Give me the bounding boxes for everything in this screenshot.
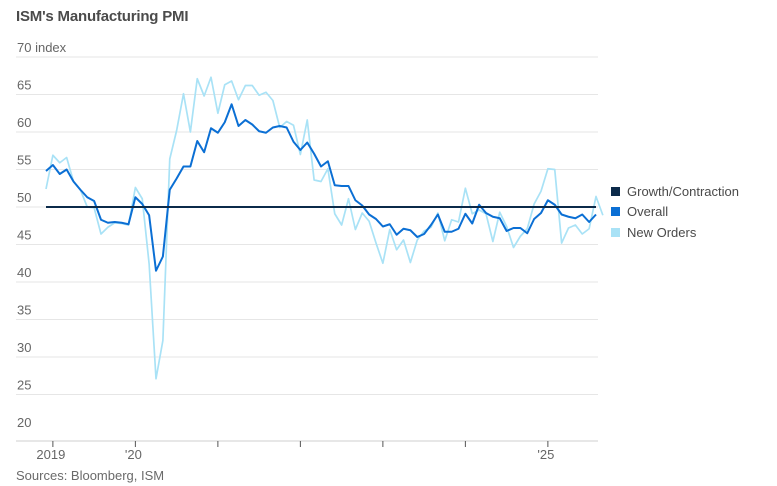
y-tick-label: 20: [17, 415, 31, 430]
x-tick-label: '25: [537, 447, 554, 462]
y-tick-label: 35: [17, 303, 31, 318]
y-tick-label: 25: [17, 378, 31, 393]
x-tick-label: 2019: [36, 447, 65, 462]
y-tick-label: 65: [17, 78, 31, 93]
legend-label-growth-contraction: Growth/Contraction: [627, 183, 739, 199]
legend-item-growth-contraction: Growth/Contraction: [611, 181, 739, 202]
legend-label-overall: Overall: [627, 204, 669, 220]
y-tick-label: 40: [17, 265, 31, 280]
y-tick-label: 50: [17, 190, 31, 205]
legend: Growth/Contraction Overall New Orders: [611, 181, 739, 243]
y-tick-label: 55: [17, 153, 31, 168]
legend-label-new-orders: New Orders: [627, 224, 697, 240]
legend-swatch-overall: [611, 207, 620, 217]
x-tick-label: '20: [125, 447, 142, 462]
legend-item-new-orders: New Orders: [611, 222, 739, 243]
series-line-overall: [45, 103, 597, 272]
y-tick-label: 30: [17, 340, 31, 355]
series-lines: [45, 76, 604, 380]
source-note: Sources: Bloomberg, ISM: [16, 468, 165, 483]
series-line-new-orders: [45, 76, 604, 380]
legend-item-overall: Overall: [611, 202, 739, 223]
chart-title: ISM's Manufacturing PMI: [16, 8, 189, 25]
y-tick-label: 70 index: [17, 40, 67, 55]
legend-swatch-growth-contraction: [611, 186, 620, 196]
x-axis-ticks: 2019 '20 '25: [36, 441, 554, 462]
y-axis-ticks: 20 25 30 35 40 45 50 55 60 65 70 index: [17, 40, 67, 430]
y-tick-label: 45: [17, 228, 31, 243]
y-tick-label: 60: [17, 115, 31, 130]
gridlines: [16, 56, 598, 442]
legend-swatch-new-orders: [611, 227, 620, 237]
